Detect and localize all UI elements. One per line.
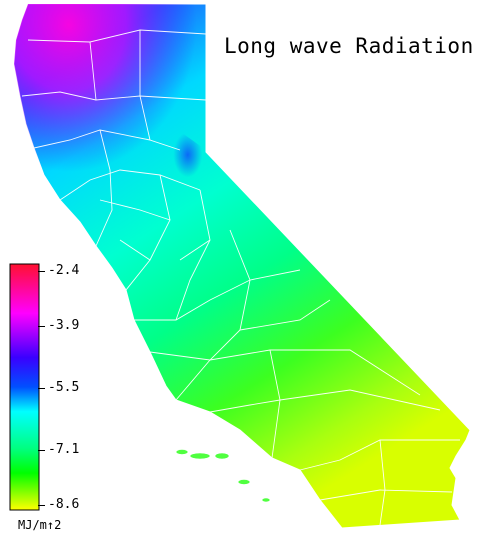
legend-tick [38, 388, 45, 389]
legend-tick-label: -5.5 [48, 380, 80, 395]
legend-color-bar [9, 263, 40, 511]
legend-tick [38, 505, 45, 506]
legend-tick-label: -2.4 [48, 263, 80, 278]
legend-tick-label: -7.1 [48, 442, 80, 457]
legend-tick-label: -8.6 [48, 497, 80, 512]
legend-tick [38, 326, 45, 327]
county-boundaries [21, 29, 460, 526]
legend-tick-label: -3.9 [48, 318, 80, 333]
map-title: Long wave Radiation [224, 34, 474, 58]
channel-islands [175, 449, 271, 503]
legend-unit-label: MJ/m↑2 [18, 518, 62, 532]
legend-tick [38, 271, 45, 272]
legend-tick [38, 450, 45, 451]
